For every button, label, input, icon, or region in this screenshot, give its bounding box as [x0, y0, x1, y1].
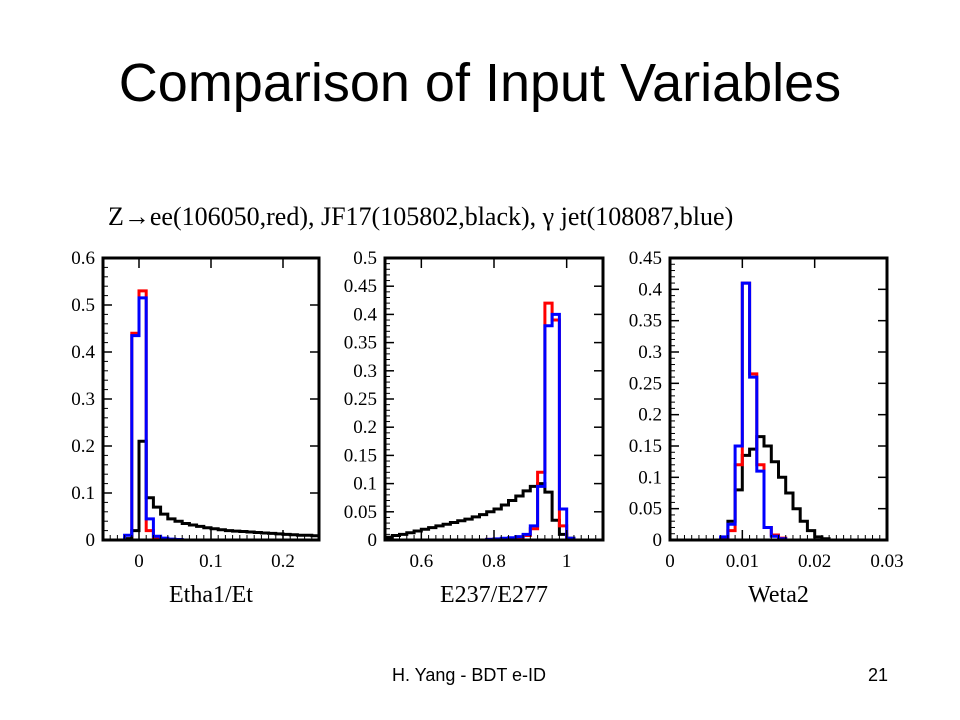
series-blue-histogram — [103, 296, 319, 542]
x-axis-label: Weta2 — [748, 582, 809, 608]
y-tick-label: 0.45 — [629, 248, 662, 269]
x-tick-label: 0.03 — [870, 551, 903, 572]
series-red-histogram — [670, 281, 887, 542]
series-red-histogram — [103, 289, 319, 542]
y-tick-label: 0.1 — [638, 467, 662, 488]
x-tick-label: 0 — [134, 551, 144, 572]
y-tick-label: 0.1 — [353, 474, 377, 495]
x-axis-label: E237/E277 — [440, 582, 548, 608]
series-black-histogram — [103, 439, 321, 542]
x-tick-label: 1 — [562, 551, 572, 572]
y-tick-label: 0.3 — [353, 361, 377, 382]
y-tick-label: 0.4 — [71, 342, 95, 363]
x-tick-label: 0.01 — [726, 551, 759, 572]
series-red-histogram — [385, 301, 603, 542]
page-number: 21 — [868, 665, 889, 685]
x-tick-label: 0.02 — [798, 551, 831, 572]
slide-title: Comparison of Input Variables — [118, 53, 842, 113]
y-tick-label: 0.25 — [629, 373, 662, 394]
series-black-histogram — [670, 435, 887, 542]
y-tick-label: 0.25 — [344, 389, 377, 410]
x-tick-label: 0.2 — [271, 551, 295, 572]
y-tick-label: 0.15 — [629, 436, 662, 457]
series-blue-histogram — [385, 312, 603, 542]
y-tick-label: 0.1 — [71, 483, 95, 504]
plot-frame — [101, 256, 321, 542]
y-tick-label: 0.05 — [344, 502, 377, 523]
y-tick-label: 0.35 — [629, 311, 662, 332]
x-tick-label: 0.8 — [482, 551, 506, 572]
chart-panel-1: 0 0.1 0.2 0.3 0.4 0.5 0.6 0 0.1 0.2 Etha1/Et — [71, 248, 321, 608]
x-tick-label: 0.1 — [199, 551, 223, 572]
x-tick-label: 0 — [665, 551, 675, 572]
y-tick-label: 0.4 — [638, 279, 662, 300]
plot-frame — [383, 256, 605, 542]
y-tick-label: 0.5 — [71, 295, 95, 316]
y-tick-label: 0.4 — [353, 304, 377, 325]
y-tick-label: 0.35 — [344, 333, 377, 354]
y-tick-label: 0.15 — [344, 445, 377, 466]
y-tick-label: 0.3 — [638, 342, 662, 363]
chart-panel-3: 0 0.05 0.1 0.15 0.2 0.25 0.3 0.35 0.4 0.45 0 0.01 0.… — [629, 248, 904, 608]
y-tick-label: 0.2 — [71, 436, 95, 457]
series-black-histogram — [383, 482, 603, 542]
y-tick-label: 0.2 — [353, 417, 377, 438]
plot-frame — [668, 256, 889, 542]
series-blue-histogram — [670, 281, 887, 542]
y-tick-label: 0.3 — [71, 389, 95, 410]
y-tick-label: 0.5 — [353, 248, 377, 269]
figure-title: Z→ee(106050,red), JF17(105802,black), γ … — [108, 202, 734, 231]
y-tick-label: 0 — [86, 530, 96, 551]
y-tick-label: 0.05 — [629, 499, 662, 520]
x-tick-label: 0.6 — [409, 551, 433, 572]
y-tick-label: 0.6 — [71, 248, 95, 269]
y-tick-label: 0 — [653, 530, 663, 551]
y-tick-label: 0.45 — [344, 276, 377, 297]
y-tick-label: 0 — [368, 530, 378, 551]
footer-author: H. Yang - BDT e-ID — [392, 665, 547, 685]
x-axis-label: Etha1/Et — [169, 582, 253, 608]
chart-panel-2: 0 0.05 0.1 0.15 0.2 0.25 0.3 0.35 0.4 0.45 0.5 0.6 0… — [344, 248, 605, 608]
y-tick-label: 0.2 — [638, 405, 662, 426]
